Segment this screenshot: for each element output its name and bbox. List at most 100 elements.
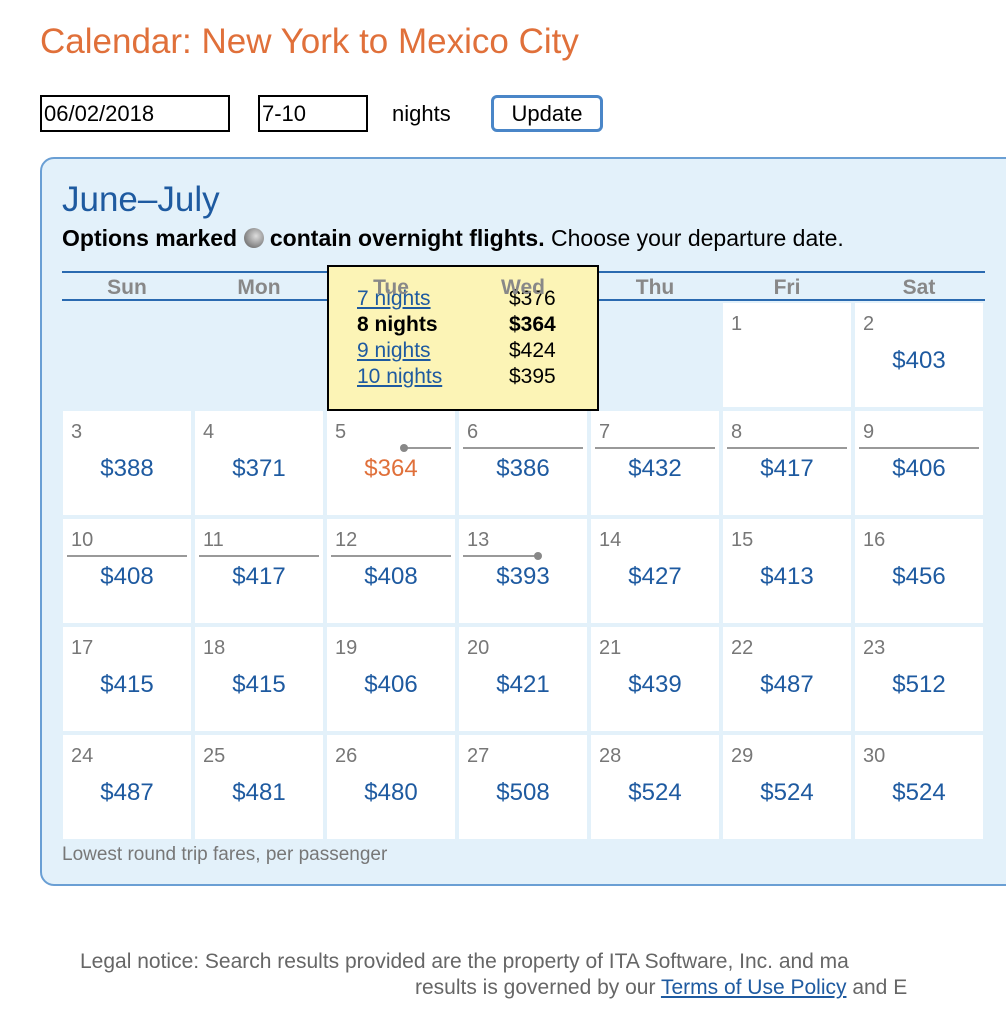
- price[interactable]: $413: [760, 563, 814, 590]
- price[interactable]: $417: [232, 563, 286, 590]
- price[interactable]: $417: [760, 455, 814, 482]
- trip-line: [727, 447, 847, 449]
- day-cell[interactable]: 25 $481: [195, 735, 323, 839]
- day-cell[interactable]: 9 $406: [855, 411, 983, 515]
- day-number: 3: [71, 421, 83, 443]
- day-cell[interactable]: 27 $508: [459, 735, 587, 839]
- price[interactable]: $364: [364, 455, 418, 482]
- trip-line: [67, 555, 187, 557]
- day-cell[interactable]: 10 $408: [63, 519, 191, 623]
- price[interactable]: $427: [628, 563, 682, 590]
- trip-dot: [400, 444, 408, 452]
- terms-link[interactable]: Terms of Use Policy: [660, 976, 847, 999]
- trip-line: [595, 447, 715, 449]
- day-cell[interactable]: 30 $524: [855, 735, 983, 839]
- weekday: Thu: [635, 276, 675, 299]
- day-cell[interactable]: 11 $417: [195, 519, 323, 623]
- day-cell[interactable]: 19 $406: [327, 627, 455, 731]
- price[interactable]: $371: [232, 455, 286, 482]
- day-cell[interactable]: 23 $512: [855, 627, 983, 731]
- price[interactable]: $415: [100, 671, 154, 698]
- day-cell[interactable]: 18 $415: [195, 627, 323, 731]
- price[interactable]: $406: [892, 455, 946, 482]
- price[interactable]: $480: [364, 779, 418, 806]
- note: Options marked contain overnight flights…: [62, 225, 844, 252]
- price[interactable]: $403: [892, 347, 946, 374]
- weekday: Wed: [501, 276, 545, 299]
- title: Calendar: New York to Mexico City: [40, 22, 579, 61]
- day-number: 16: [863, 529, 886, 551]
- price[interactable]: $415: [232, 671, 286, 698]
- price[interactable]: $487: [100, 779, 154, 806]
- nights-option[interactable]: 7 nights: [357, 287, 431, 310]
- day-cell[interactable]: 13 $393: [459, 519, 587, 623]
- price[interactable]: $388: [100, 455, 154, 482]
- price[interactable]: $439: [628, 671, 682, 698]
- price[interactable]: $456: [892, 563, 946, 590]
- option-price: $424: [509, 339, 556, 362]
- day-cell[interactable]: 29 $524: [723, 735, 851, 839]
- day-number: 29: [731, 745, 754, 767]
- note-text: Choose your departure date.: [551, 225, 844, 251]
- nights-input[interactable]: 7-10: [258, 95, 368, 132]
- day-cell[interactable]: 6 $386: [459, 411, 587, 515]
- price[interactable]: $408: [364, 563, 418, 590]
- day-number: 13: [467, 529, 490, 551]
- trip-line: [199, 555, 319, 557]
- price[interactable]: $524: [760, 779, 814, 806]
- update-button[interactable]: Update: [491, 95, 603, 132]
- trip-line: [463, 447, 583, 449]
- day-cell[interactable]: 8 $417: [723, 411, 851, 515]
- nights-popup: 7 nights $376 8 nights $364 9 nights $424 10 n…: [327, 265, 599, 411]
- day-cell[interactable]: 21 $439: [591, 627, 719, 731]
- price[interactable]: $524: [628, 779, 682, 806]
- price[interactable]: $512: [892, 671, 946, 698]
- day-cell[interactable]: 20 $421: [459, 627, 587, 731]
- price[interactable]: $386: [496, 455, 550, 482]
- day-number: 22: [731, 637, 754, 659]
- day-cell[interactable]: 3 $388: [63, 411, 191, 515]
- price[interactable]: $487: [760, 671, 814, 698]
- day-number: 17: [71, 637, 94, 659]
- day-cell[interactable]: 7 $432: [591, 411, 719, 515]
- day-number: 7: [599, 421, 611, 443]
- footnote: Lowest round trip fares, per passenger: [62, 844, 388, 865]
- price[interactable]: $408: [100, 563, 154, 590]
- day-cell[interactable]: 2 $403: [855, 303, 983, 407]
- price[interactable]: $524: [892, 779, 946, 806]
- trip-dot: [534, 552, 542, 560]
- legal-line: Legal notice: Search results provided ar…: [80, 950, 849, 973]
- day-cell[interactable]: 24 $487: [63, 735, 191, 839]
- day-cell[interactable]: 22 $487: [723, 627, 851, 731]
- day-number: 21: [599, 637, 622, 659]
- day-cell[interactable]: 17 $415: [63, 627, 191, 731]
- option-price: $364: [509, 313, 556, 336]
- day-number: 2: [863, 313, 875, 335]
- weekday: Sun: [107, 276, 147, 299]
- price[interactable]: $508: [496, 779, 550, 806]
- day-cell[interactable]: 4 $371: [195, 411, 323, 515]
- day-cell[interactable]: 16 $456: [855, 519, 983, 623]
- nights-option[interactable]: 9 nights: [357, 339, 431, 362]
- price[interactable]: $406: [364, 671, 418, 698]
- day-cell[interactable]: 14 $427: [591, 519, 719, 623]
- day-number: 9: [863, 421, 875, 443]
- day-cell[interactable]: 26 $480: [327, 735, 455, 839]
- trip-line: [404, 447, 451, 449]
- price[interactable]: $393: [496, 563, 550, 590]
- day-cell[interactable]: 28 $524: [591, 735, 719, 839]
- trip-line: [859, 447, 979, 449]
- price[interactable]: $481: [232, 779, 286, 806]
- note-bold: contain overnight flights.: [269, 225, 545, 251]
- legal-text: results is governed by our: [415, 976, 656, 999]
- date-input[interactable]: 06/02/2018: [40, 95, 230, 132]
- price[interactable]: $432: [628, 455, 682, 482]
- nights-option[interactable]: 10 nights: [357, 365, 443, 388]
- day-cell[interactable]: 15 $413: [723, 519, 851, 623]
- day-cell[interactable]: 5 $364: [327, 411, 455, 515]
- day-cell[interactable]: 12 $408: [327, 519, 455, 623]
- price[interactable]: $421: [496, 671, 550, 698]
- day-number: 30: [863, 745, 886, 767]
- day-cell[interactable]: 1: [723, 303, 851, 407]
